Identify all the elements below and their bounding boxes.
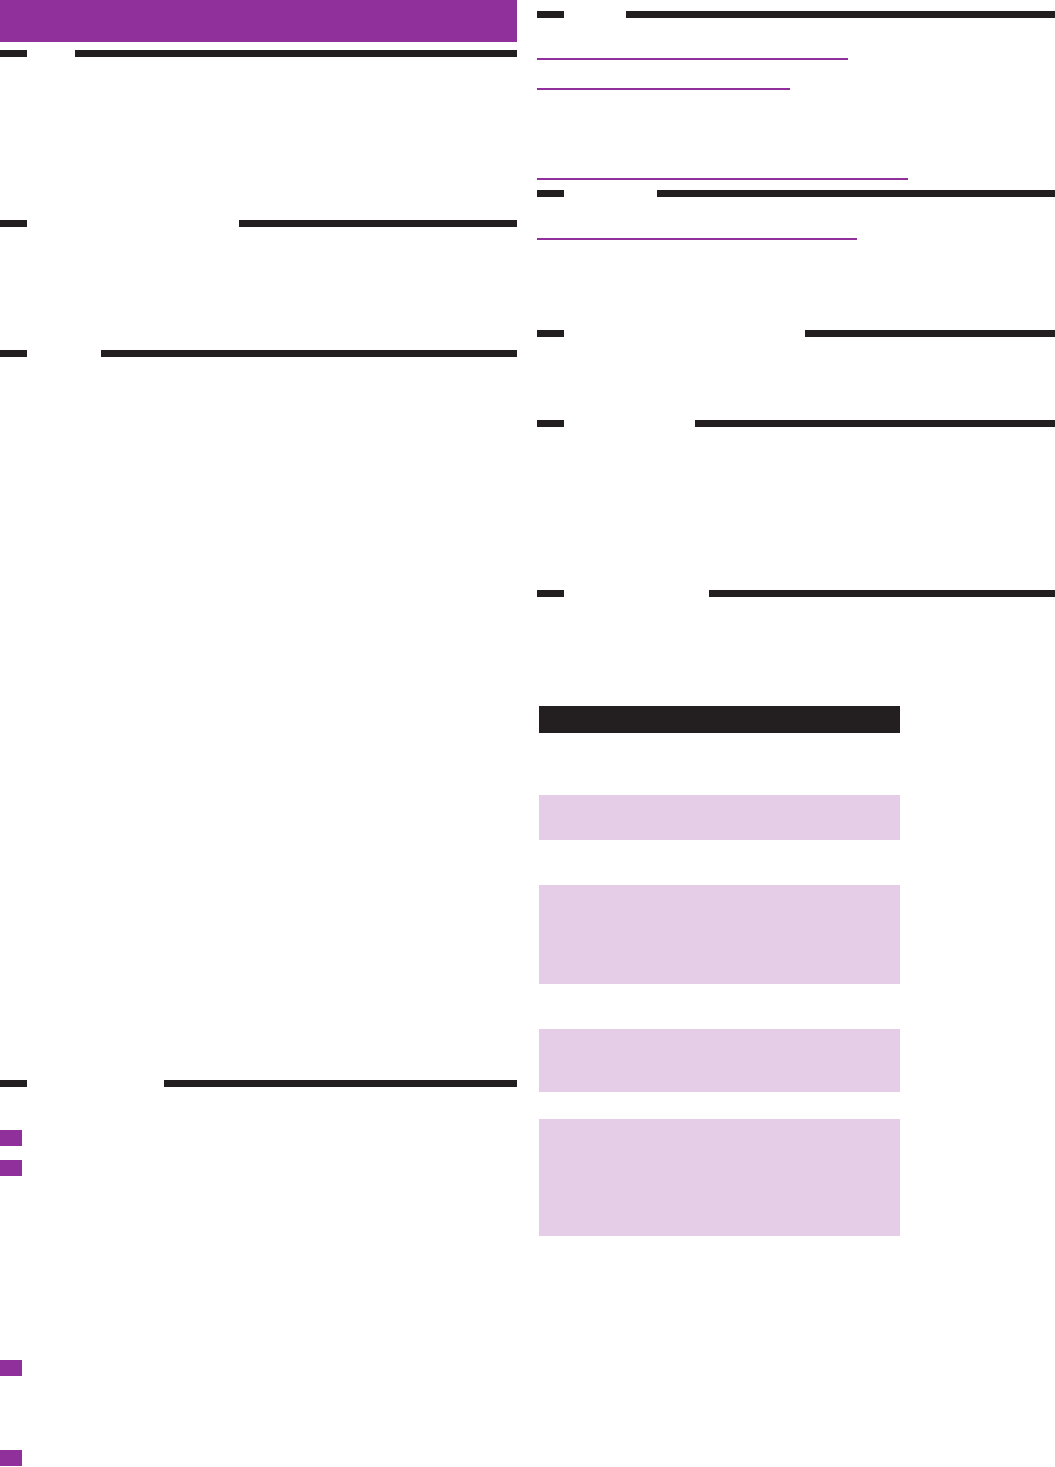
table-row-shaded <box>539 885 900 984</box>
table-row-shaded <box>539 1029 900 1092</box>
link-underline[interactable] <box>537 88 790 90</box>
link-underline[interactable] <box>537 178 908 180</box>
link-underline[interactable] <box>537 238 857 240</box>
bullet-square-icon <box>0 1160 22 1176</box>
section-rule <box>805 330 1055 337</box>
section-rule <box>626 11 1055 18</box>
section-marker <box>537 590 564 597</box>
section-rule <box>101 350 517 357</box>
section-rule <box>695 420 1055 427</box>
table-row-shaded <box>539 1119 900 1236</box>
section-marker <box>0 220 27 227</box>
section-marker <box>0 1080 27 1087</box>
section-marker <box>537 330 564 337</box>
bullet-square-icon <box>0 1360 22 1376</box>
section-marker <box>537 190 564 197</box>
section-rule <box>239 220 517 227</box>
section-rule <box>657 190 1055 197</box>
section-rule <box>75 50 517 57</box>
table-header <box>539 706 900 733</box>
page-header-band <box>0 0 517 42</box>
section-marker <box>537 11 564 18</box>
section-marker <box>0 50 27 57</box>
bullet-square-icon <box>0 1130 22 1146</box>
link-underline[interactable] <box>537 58 848 60</box>
section-marker <box>0 350 27 357</box>
bullet-square-icon <box>0 1450 22 1466</box>
section-rule <box>164 1080 517 1087</box>
table-row-shaded <box>539 795 900 840</box>
section-marker <box>537 420 564 427</box>
section-rule <box>709 590 1055 597</box>
